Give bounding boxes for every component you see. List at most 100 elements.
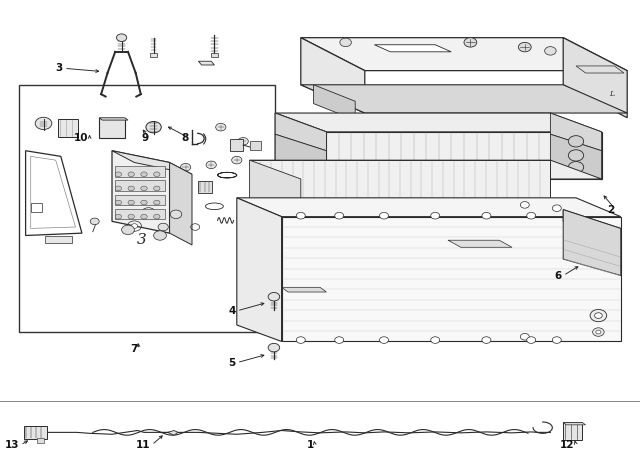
- Text: 2: 2: [607, 204, 614, 215]
- Polygon shape: [112, 151, 192, 174]
- Polygon shape: [563, 210, 621, 276]
- Text: 13: 13: [4, 440, 19, 450]
- Circle shape: [115, 172, 122, 177]
- Circle shape: [122, 225, 134, 235]
- Circle shape: [115, 186, 122, 191]
- Circle shape: [527, 337, 536, 343]
- Polygon shape: [282, 287, 326, 292]
- Polygon shape: [112, 151, 170, 233]
- Circle shape: [116, 34, 127, 41]
- Polygon shape: [168, 430, 178, 435]
- Text: 9: 9: [141, 133, 148, 144]
- Polygon shape: [374, 45, 451, 52]
- Circle shape: [35, 117, 52, 130]
- Circle shape: [268, 343, 280, 352]
- Circle shape: [568, 162, 584, 173]
- Circle shape: [520, 202, 529, 208]
- Polygon shape: [198, 61, 214, 65]
- Circle shape: [141, 214, 147, 219]
- Text: 3: 3: [137, 233, 147, 247]
- Circle shape: [520, 333, 529, 340]
- Polygon shape: [170, 162, 192, 245]
- Circle shape: [154, 200, 160, 205]
- Circle shape: [170, 210, 182, 219]
- Polygon shape: [275, 113, 326, 179]
- Polygon shape: [301, 85, 627, 113]
- Text: 7: 7: [130, 344, 138, 355]
- Circle shape: [380, 212, 388, 219]
- Bar: [24, 426, 47, 439]
- Circle shape: [141, 186, 147, 191]
- Bar: [37, 438, 44, 443]
- Circle shape: [335, 337, 344, 343]
- Circle shape: [568, 150, 584, 161]
- Circle shape: [340, 38, 351, 47]
- Circle shape: [380, 337, 388, 343]
- Polygon shape: [275, 113, 326, 151]
- Text: 11: 11: [136, 440, 150, 450]
- Circle shape: [128, 172, 134, 177]
- Circle shape: [595, 313, 602, 318]
- Polygon shape: [99, 118, 128, 120]
- Polygon shape: [250, 160, 602, 179]
- Polygon shape: [314, 85, 355, 120]
- Text: 6: 6: [555, 270, 562, 281]
- Polygon shape: [550, 134, 602, 180]
- Bar: [58, 119, 78, 137]
- Polygon shape: [237, 198, 282, 341]
- Circle shape: [518, 42, 531, 52]
- Circle shape: [296, 212, 305, 219]
- Bar: [99, 118, 125, 138]
- Bar: [19, 85, 275, 332]
- Circle shape: [552, 205, 561, 211]
- Circle shape: [141, 172, 147, 177]
- Text: 1: 1: [307, 440, 314, 450]
- Circle shape: [568, 136, 584, 147]
- Text: 12: 12: [560, 440, 575, 450]
- Circle shape: [146, 122, 161, 133]
- Text: 8: 8: [182, 133, 189, 144]
- Circle shape: [145, 211, 152, 215]
- Circle shape: [141, 200, 147, 205]
- Circle shape: [154, 231, 166, 240]
- Text: 3: 3: [56, 63, 63, 73]
- Circle shape: [154, 214, 160, 219]
- Circle shape: [115, 214, 122, 219]
- Polygon shape: [550, 113, 602, 151]
- Text: 5: 5: [228, 357, 236, 368]
- Circle shape: [232, 156, 242, 164]
- Polygon shape: [301, 38, 627, 71]
- Polygon shape: [301, 38, 365, 113]
- Circle shape: [596, 330, 601, 334]
- Polygon shape: [250, 160, 550, 207]
- Bar: [211, 53, 218, 57]
- FancyBboxPatch shape: [150, 53, 157, 57]
- Polygon shape: [576, 66, 624, 73]
- Circle shape: [431, 337, 440, 343]
- Circle shape: [180, 163, 191, 171]
- Bar: [198, 181, 212, 193]
- Polygon shape: [282, 217, 621, 341]
- Circle shape: [128, 200, 134, 205]
- Bar: [115, 166, 165, 177]
- Circle shape: [128, 186, 134, 191]
- Polygon shape: [326, 132, 602, 179]
- Circle shape: [154, 186, 160, 191]
- Circle shape: [128, 214, 134, 219]
- Circle shape: [216, 123, 226, 131]
- Circle shape: [206, 161, 216, 169]
- Circle shape: [590, 309, 607, 322]
- Circle shape: [90, 218, 99, 225]
- Polygon shape: [250, 160, 301, 207]
- Polygon shape: [237, 198, 621, 217]
- Circle shape: [238, 138, 248, 145]
- Polygon shape: [275, 113, 602, 132]
- Polygon shape: [448, 240, 512, 247]
- Circle shape: [593, 328, 604, 336]
- Circle shape: [482, 337, 491, 343]
- Circle shape: [482, 212, 491, 219]
- Circle shape: [431, 212, 440, 219]
- Text: 10: 10: [74, 133, 88, 144]
- Bar: [115, 209, 165, 219]
- Bar: [250, 141, 261, 150]
